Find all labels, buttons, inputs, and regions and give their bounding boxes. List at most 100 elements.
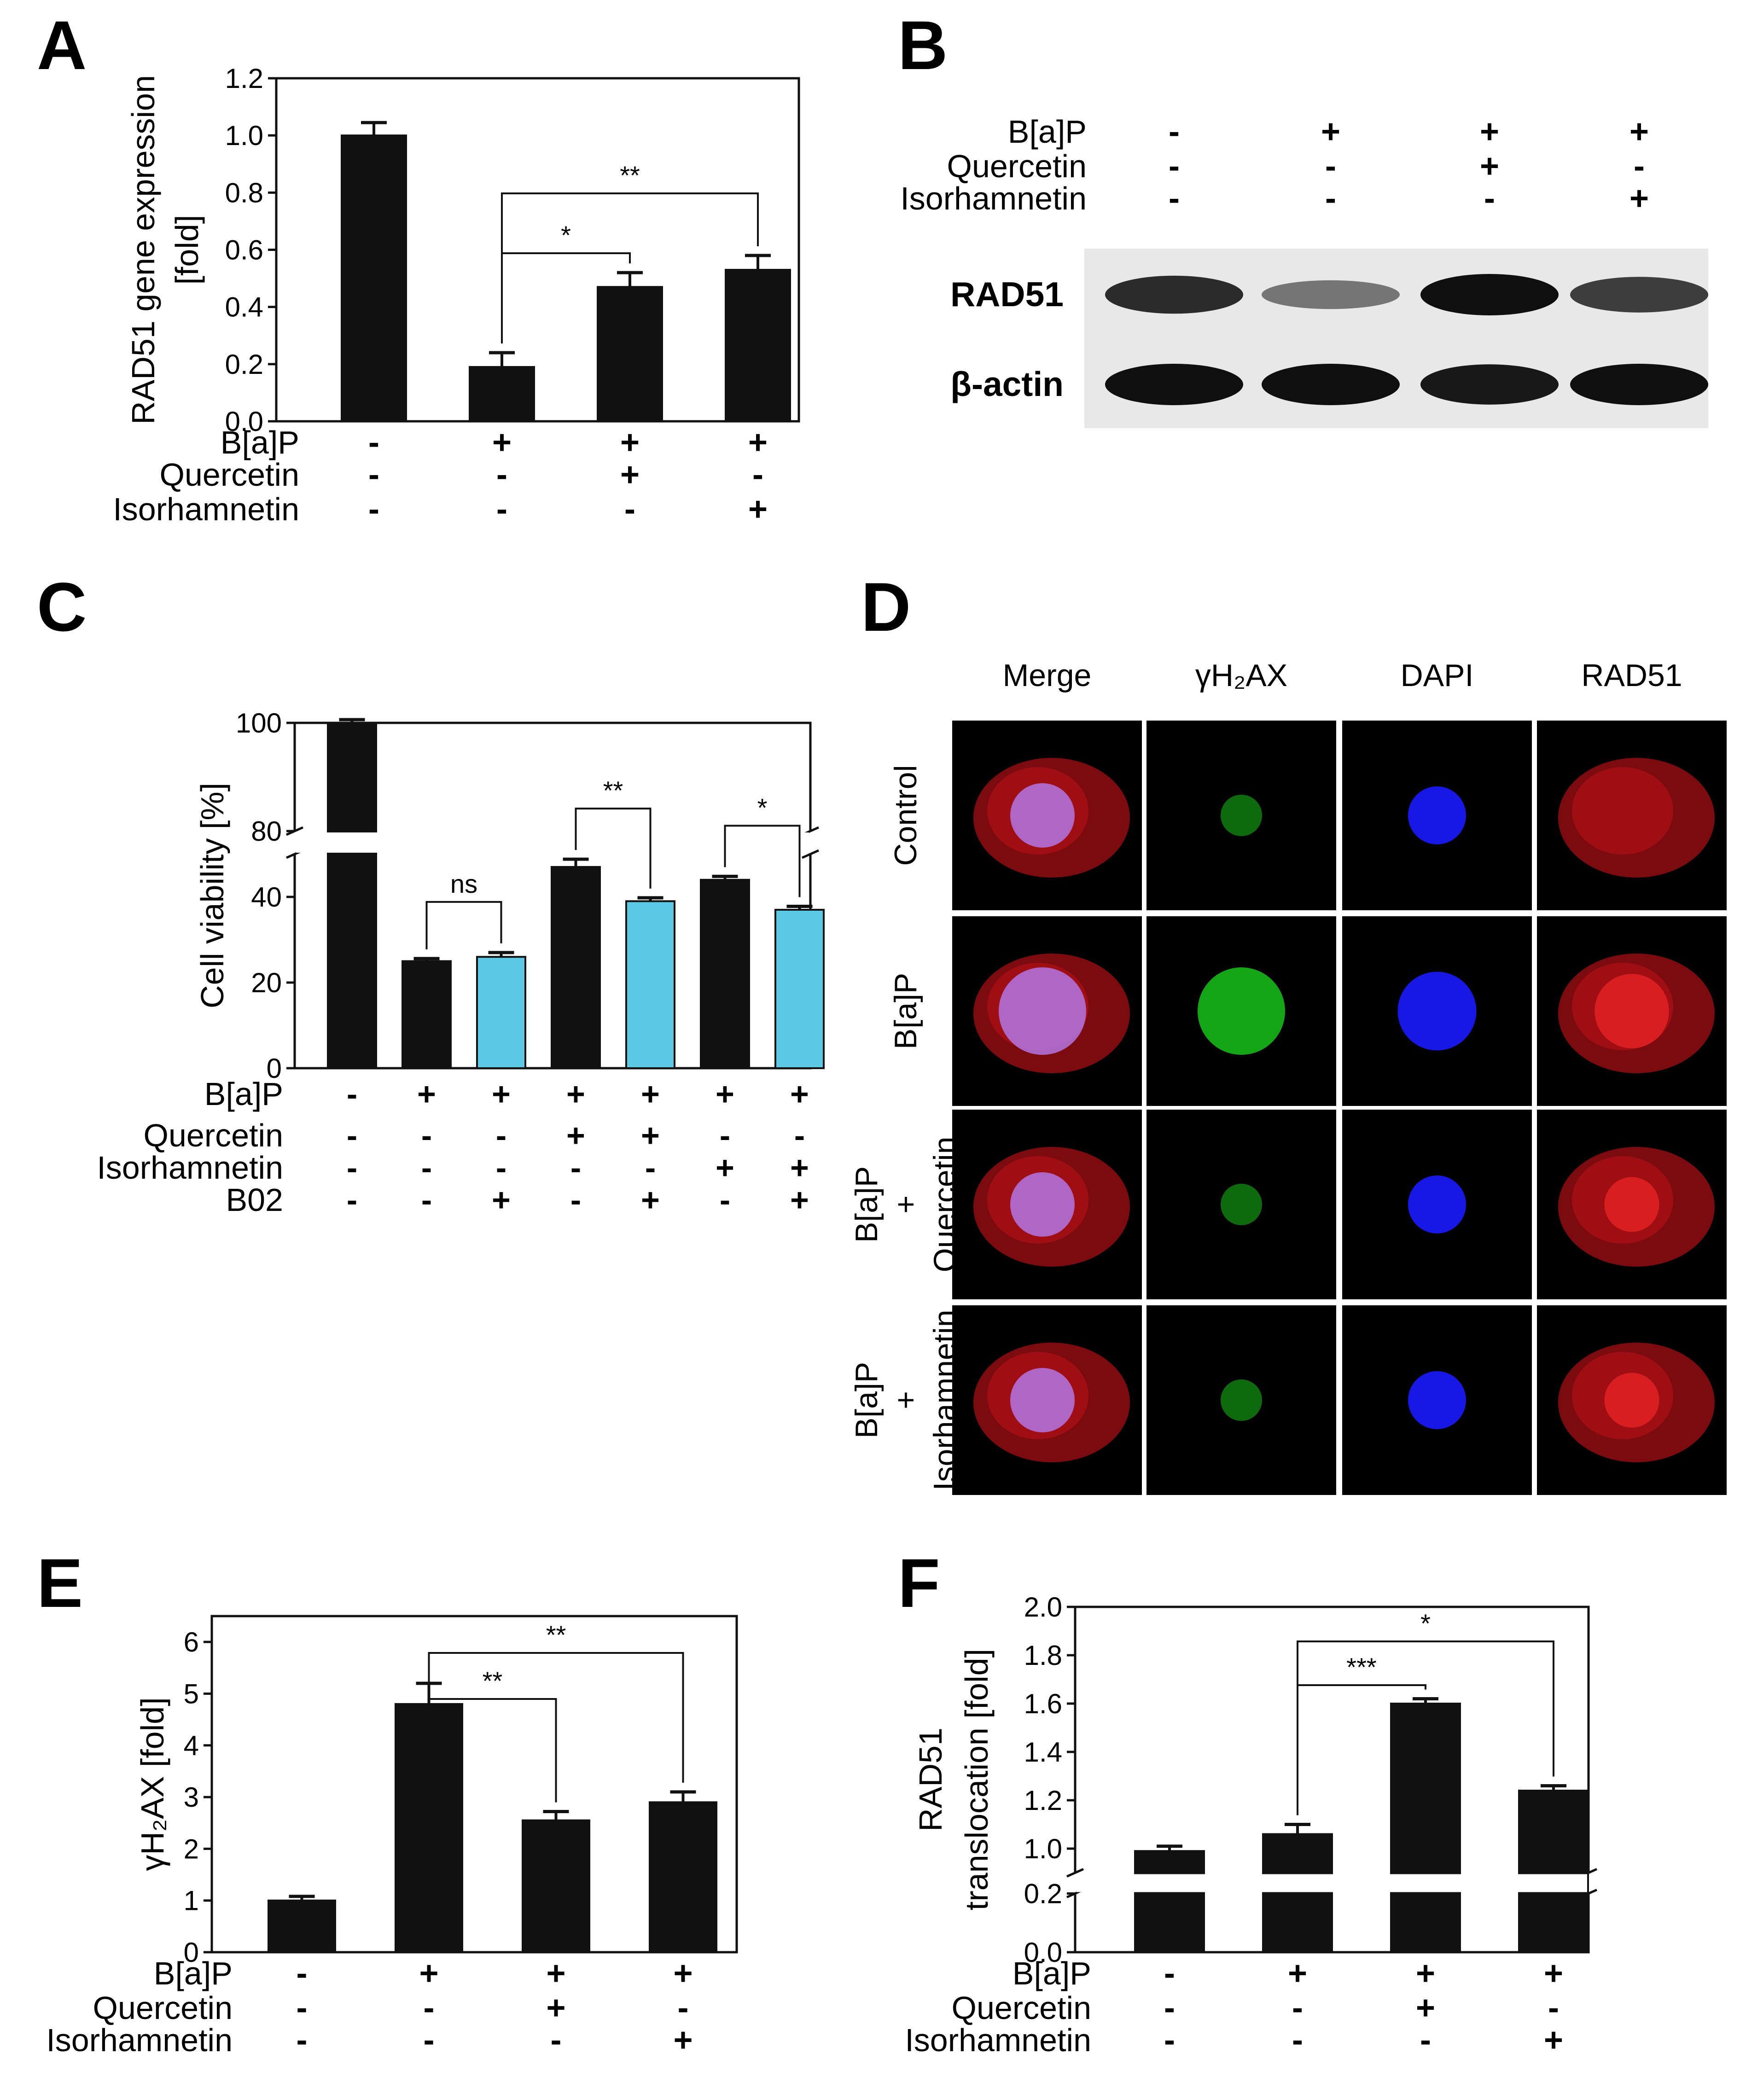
gamma-h2ax-foci [1221, 1379, 1262, 1421]
blot-treatment-name: Isorhamnetin [900, 180, 1087, 216]
treatment-name: Quercetin [144, 1117, 283, 1153]
y-tick-label: 1 [184, 1885, 199, 1916]
blot-sign: - [1169, 113, 1180, 150]
bar [1134, 1850, 1205, 1953]
bar [597, 286, 663, 422]
treatment-sign: - [1292, 2022, 1303, 2059]
blot-band [1570, 277, 1708, 313]
treatment-sign: - [496, 456, 507, 493]
bar [469, 366, 535, 423]
treatment-sign: - [794, 1117, 805, 1153]
treatment-sign: + [748, 491, 768, 528]
nucleus-merge [1010, 1172, 1075, 1237]
treatment-sign: + [492, 424, 512, 461]
western-blot-b: B[a]P - + + +Quercetin - - + -Isorhamnetin - - - +RA… [900, 113, 1708, 428]
y-tick-label: 1.0 [1024, 1833, 1062, 1864]
bar [1262, 1833, 1333, 1953]
treatment-sign: + [419, 1955, 438, 1992]
bar [522, 1819, 590, 1954]
y-tick-label: 1.8 [1024, 1640, 1062, 1671]
chart-f-rad51-translocation: 0.0 0.2 1.0 1.2 1.4 1.6 1.8 2.0 RAD51 translocati… [905, 1592, 1598, 2059]
treatment-sign: + [716, 1076, 734, 1112]
blot-sign: - [1169, 180, 1180, 217]
treatment-sign: - [1420, 2022, 1431, 2059]
treatment-name: Quercetin [160, 457, 299, 493]
blot-sign: + [1480, 113, 1499, 150]
bar [1390, 1703, 1461, 1953]
y-tick-label: 0.6 [225, 235, 263, 266]
microscopy-row-label: B[a]P [849, 1166, 884, 1243]
treatment-sign: - [720, 1182, 730, 1218]
blot-treatment-name: B[a]P [1008, 114, 1087, 150]
treatment-sign: - [424, 2022, 435, 2059]
treatment-sign: + [620, 456, 640, 493]
blot-sign: + [1321, 113, 1340, 150]
treatment-sign: - [297, 1955, 308, 1992]
y-tick-label: 0 [267, 1053, 282, 1084]
bar [774, 908, 825, 1070]
y-tick-label: 0 [184, 1937, 199, 1968]
y-tick-label: 0.2 [225, 349, 263, 380]
treatment-sign: - [1548, 1989, 1559, 2026]
dapi-nucleus [1397, 971, 1477, 1051]
nucleus-merge [1010, 783, 1075, 848]
bar [327, 722, 377, 1069]
treatment-sign: - [347, 1182, 357, 1218]
panel-letter-b: B [898, 6, 948, 84]
treatment-sign: - [570, 1182, 581, 1218]
axis-break-gap [1077, 1874, 1587, 1892]
y-tick-label: 0.4 [225, 292, 263, 323]
blot-band [1105, 364, 1243, 405]
treatment-sign: + [641, 1117, 660, 1153]
blot-sign: - [1484, 180, 1495, 217]
significance-bracket [724, 825, 801, 897]
blot-band [1420, 274, 1559, 315]
treatment-sign: + [546, 1989, 565, 2026]
treatment-name: B[a]P [221, 425, 299, 460]
treatment-sign: + [716, 1150, 734, 1186]
significance-bracket [575, 808, 652, 889]
treatment-sign: - [368, 456, 379, 493]
treatment-name: B[a]P [1013, 1955, 1091, 1991]
treatment-sign: - [624, 491, 635, 528]
significance-bracket [1297, 1640, 1554, 1815]
treatment-sign: + [417, 1076, 436, 1112]
treatment-sign: + [790, 1150, 809, 1186]
treatment-sign: + [641, 1076, 660, 1112]
significance-bracket [428, 1652, 684, 1783]
significance-label: *** [1346, 1652, 1376, 1681]
treatment-sign: - [645, 1150, 656, 1186]
y-axis-label: γH₂AX [fold] [134, 1697, 170, 1871]
treatment-sign: - [347, 1117, 357, 1153]
blot-sign: + [1629, 113, 1649, 150]
y-tick-label: 5 [184, 1678, 199, 1709]
treatment-sign: + [492, 1182, 511, 1218]
y-tick-label: 0.0 [1024, 1937, 1062, 1968]
significance-label: ** [603, 776, 623, 805]
treatment-sign: - [720, 1117, 730, 1153]
significance-label: * [561, 221, 571, 250]
treatment-sign: - [424, 1989, 435, 2026]
microscopy-row-label: + [888, 1195, 923, 1214]
y-tick-label: 20 [251, 967, 282, 998]
microscopy-column-header: DAPI [1401, 658, 1474, 693]
y-tick-label: 2 [184, 1833, 199, 1864]
y-axis-label: RAD51 [913, 1728, 949, 1832]
axis-break-mark [801, 849, 820, 859]
rad51-nuclear-signal [1604, 1373, 1659, 1428]
bar [341, 134, 407, 422]
treatment-sign: + [1288, 1955, 1307, 1992]
treatment-sign: - [551, 2022, 562, 2059]
treatment-name: Quercetin [952, 1990, 1091, 2026]
treatment-sign: - [1164, 1989, 1175, 2026]
gamma-h2ax-foci [1221, 1184, 1262, 1225]
treatment-sign: - [496, 1150, 506, 1186]
microscopy-column-header: γH₂AX [1195, 658, 1287, 693]
treatment-sign: - [368, 491, 379, 528]
blot-band [1420, 364, 1559, 405]
bar [551, 866, 601, 1070]
y-axis-label: translocation [fold] [959, 1649, 995, 1910]
